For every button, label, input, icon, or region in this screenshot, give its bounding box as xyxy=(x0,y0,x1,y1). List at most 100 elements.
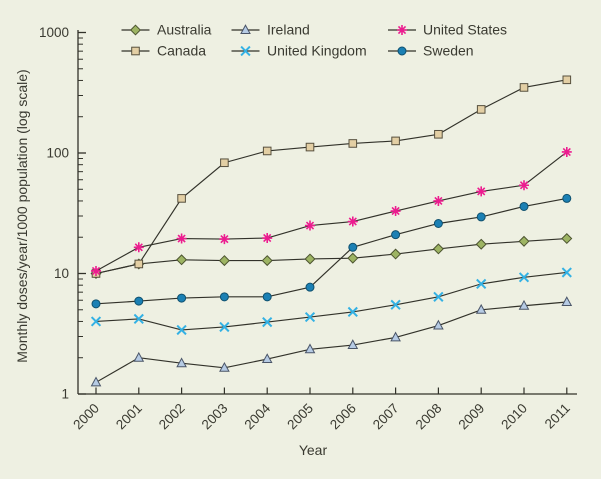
circle-marker xyxy=(397,46,407,56)
triangle-marker xyxy=(390,331,401,342)
square-marker xyxy=(348,139,358,148)
legend-item-canada: Canada xyxy=(121,43,206,59)
diamond-marker xyxy=(432,243,444,255)
x-marker xyxy=(390,299,401,310)
circle-marker xyxy=(348,242,358,252)
circle-marker xyxy=(476,212,486,222)
circle-marker xyxy=(519,201,529,211)
series-canada xyxy=(91,75,572,278)
x-marker xyxy=(133,313,144,325)
triangle-marker xyxy=(561,296,573,307)
x-marker xyxy=(262,317,273,328)
x-marker xyxy=(561,267,572,278)
legend-item-australia: Australia xyxy=(121,22,212,38)
diamond-marker xyxy=(261,255,273,267)
x-tick-label: 2007 xyxy=(370,401,402,433)
legend-label: Canada xyxy=(157,43,206,59)
legend: Australia Canada Ireland United Kingdom Unit… xyxy=(121,22,507,59)
series-ireland xyxy=(90,296,573,387)
asterisk-marker xyxy=(305,220,315,231)
diamond-marker xyxy=(218,255,230,267)
y-axis-title: Monthly doses/year/1000 population (log … xyxy=(14,69,30,362)
diamond-marker xyxy=(475,238,487,250)
x-tick-label: 2003 xyxy=(199,401,231,433)
y-tick-label: 10 xyxy=(54,266,69,281)
square-marker xyxy=(134,259,144,269)
x-marker xyxy=(433,291,444,302)
legend-item-united-states: United States xyxy=(388,22,507,38)
x-axis: 2000 2001 2002 2003 2004 2005 2006 2007 2008 2009… xyxy=(70,387,577,433)
triangle-marker xyxy=(475,303,487,314)
diamond-marker xyxy=(390,248,402,260)
square-marker xyxy=(434,129,443,139)
legend-label: Australia xyxy=(157,22,212,38)
y-tick-label: 1000 xyxy=(39,25,69,40)
series-line xyxy=(95,271,567,331)
series-united-states xyxy=(91,146,572,276)
series-sweden xyxy=(91,193,572,309)
x-tick-label: 2002 xyxy=(156,401,188,433)
asterisk-marker xyxy=(476,186,487,197)
x-tick-label: 2011 xyxy=(542,401,573,432)
triangle-marker xyxy=(176,357,187,368)
square-marker xyxy=(519,83,529,92)
triangle-marker xyxy=(347,339,359,350)
circle-marker xyxy=(219,292,229,302)
circle-marker xyxy=(177,293,187,303)
legend-label: Ireland xyxy=(267,22,310,38)
asterisk-marker xyxy=(219,234,230,245)
square-marker xyxy=(391,136,400,146)
square-marker xyxy=(131,46,140,56)
diamond-marker xyxy=(129,24,142,36)
asterisk-marker xyxy=(561,146,572,157)
square-marker xyxy=(262,146,272,156)
square-marker xyxy=(562,75,572,85)
x-marker xyxy=(518,272,530,283)
legend-label: United States xyxy=(423,22,507,38)
asterisk-marker xyxy=(133,242,144,253)
x-marker xyxy=(347,306,358,318)
x-axis-title: Year xyxy=(299,442,328,458)
legend-label: Sweden xyxy=(423,43,474,59)
circle-marker xyxy=(391,230,401,240)
diamond-marker xyxy=(176,254,188,266)
triangle-marker xyxy=(433,319,444,330)
diamond-marker xyxy=(561,233,573,245)
y-tick-label: 100 xyxy=(46,146,69,161)
series-united-kingdom xyxy=(90,267,572,336)
asterisk-marker xyxy=(347,216,358,227)
x-tick-label: 2001 xyxy=(113,401,145,433)
plot-series xyxy=(90,75,573,387)
asterisk-marker xyxy=(397,25,407,35)
x-tick-label: 2004 xyxy=(241,400,273,432)
series-line xyxy=(95,151,568,272)
x-marker xyxy=(476,278,487,289)
triangle-marker xyxy=(90,376,102,387)
legend-item-ireland: Ireland xyxy=(231,22,310,38)
series-line xyxy=(95,301,567,383)
x-marker xyxy=(240,45,251,57)
circle-marker xyxy=(262,292,272,302)
x-marker xyxy=(219,321,230,333)
series-line xyxy=(95,237,567,275)
x-tick-label: 2006 xyxy=(327,401,359,433)
x-tick-label: 2008 xyxy=(413,401,445,433)
triangle-marker xyxy=(261,353,273,364)
asterisk-marker xyxy=(176,233,187,244)
triangle-marker xyxy=(518,299,530,310)
square-marker xyxy=(220,158,229,168)
legend-item-sweden: Sweden xyxy=(388,43,474,59)
y-tick-label: 1 xyxy=(61,387,69,402)
series-line xyxy=(95,79,567,275)
asterisk-marker xyxy=(433,195,444,206)
series-line xyxy=(95,197,567,305)
asterisk-marker xyxy=(91,265,101,276)
y-axis: 1 10 100 1000 xyxy=(39,25,86,402)
x-tick-label: 2009 xyxy=(455,401,487,433)
legend-item-united-kingdom: United Kingdom xyxy=(231,43,367,59)
x-marker xyxy=(176,324,187,336)
x-tick-label: 2000 xyxy=(70,401,102,433)
triangle-marker xyxy=(133,351,145,362)
